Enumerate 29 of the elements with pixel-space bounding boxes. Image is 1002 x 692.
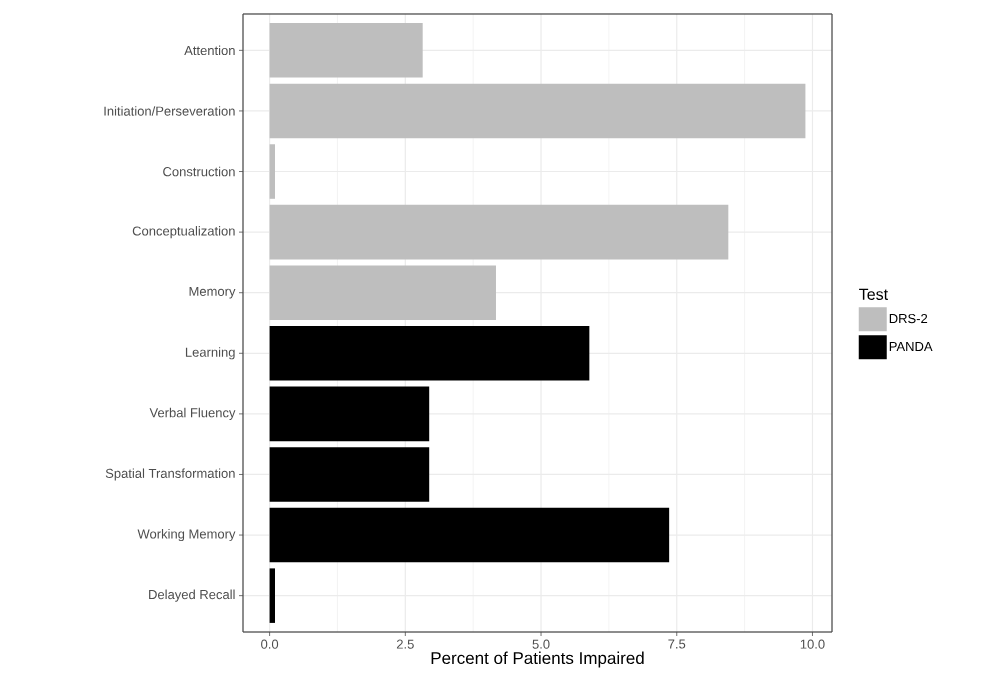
bar xyxy=(269,265,496,320)
bar xyxy=(269,326,590,381)
y-tick-label: Spatial Transformation xyxy=(105,468,235,481)
bar xyxy=(269,507,670,563)
x-tick-label: 10.0 xyxy=(800,639,825,649)
y-tick-label: Working Memory xyxy=(137,529,236,542)
bar xyxy=(269,83,806,139)
legend-label: PANDA xyxy=(889,342,933,351)
legend-title: Test xyxy=(859,288,888,300)
x-tick-label: 0.0 xyxy=(261,639,279,649)
bar xyxy=(269,204,729,260)
x-tick-label: 7.5 xyxy=(668,639,686,649)
bar xyxy=(269,23,423,78)
bar xyxy=(269,568,276,623)
y-tick-label: Verbal Fluency xyxy=(149,407,236,420)
x-tick-label: 5.0 xyxy=(532,639,550,649)
bar xyxy=(269,447,430,502)
bar xyxy=(269,144,276,199)
y-tick-label: Memory xyxy=(189,286,236,299)
bar xyxy=(269,386,430,442)
y-tick-label: Construction xyxy=(163,166,235,177)
y-tick-label: Learning xyxy=(185,347,235,360)
y-tick-label: Conceptualization xyxy=(132,226,235,239)
x-axis-title: Percent of Patients Impaired xyxy=(431,651,644,668)
y-tick-label: Attention xyxy=(184,45,235,56)
x-tick-label: 2.5 xyxy=(396,639,414,649)
y-tick-label: Delayed Recall xyxy=(149,589,235,602)
legend-label: DRS-2 xyxy=(889,313,928,324)
y-tick-label: Initiation/Perseveration xyxy=(104,106,235,116)
